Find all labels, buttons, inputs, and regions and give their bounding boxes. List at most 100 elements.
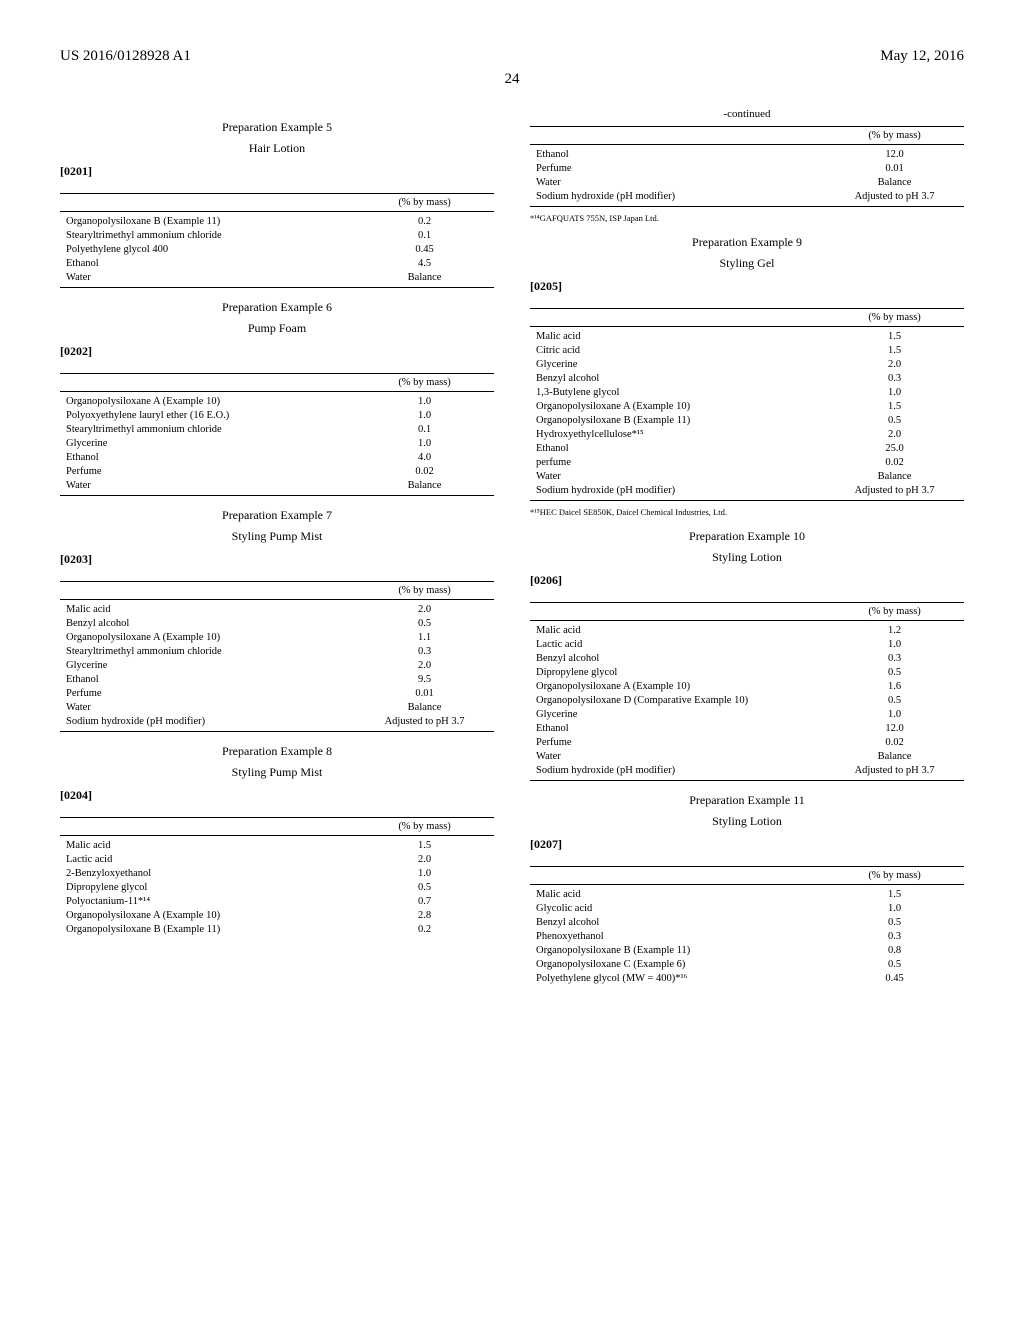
ingredient-cell: Organopolysiloxane A (Example 10) <box>60 631 355 645</box>
ingredient-cell: Benzyl alcohol <box>60 617 355 631</box>
ingredient-cell: Perfume <box>60 687 355 701</box>
ingredient-cell: Organopolysiloxane A (Example 10) <box>60 909 355 923</box>
table-row: Organopolysiloxane A (Example 10)1.1 <box>60 631 494 645</box>
ingredient-cell: Glycerine <box>530 708 825 722</box>
table-row: Polyethylene glycol (MW = 400)*¹⁶0.45 <box>530 972 964 986</box>
table-row: Hydroxyethylcellulose*¹⁵2.0 <box>530 428 964 442</box>
ingredient-cell: Water <box>530 176 825 190</box>
value-cell: 0.01 <box>825 162 964 176</box>
value-cell: 0.5 <box>825 916 964 930</box>
prep-9-sub: Styling Gel <box>530 256 964 271</box>
ingredient-cell: Perfume <box>60 465 355 479</box>
value-cell: 2.0 <box>825 358 964 372</box>
value-cell: 0.3 <box>825 930 964 944</box>
ingredient-cell: Ethanol <box>530 442 825 456</box>
ingredient-cell: Benzyl alcohol <box>530 652 825 666</box>
prep-8-sub: Styling Pump Mist <box>60 765 494 780</box>
value-cell: 1.2 <box>825 621 964 638</box>
prep-9-title: Preparation Example 9 <box>530 235 964 250</box>
value-cell: 0.1 <box>355 229 494 243</box>
prep-8-title: Preparation Example 8 <box>60 744 494 759</box>
ingredient-cell: Glycerine <box>60 659 355 673</box>
value-cell: Adjusted to pH 3.7 <box>825 190 964 207</box>
prep-11-table: (% by mass) Malic acid1.5Glycolic acid1.… <box>530 866 964 986</box>
table-row: Malic acid1.5 <box>530 327 964 344</box>
table-row: Perfume0.02 <box>530 736 964 750</box>
table-row: WaterBalance <box>530 470 964 484</box>
prep-7-section: Preparation Example 7 Styling Pump Mist … <box>60 508 494 732</box>
table-row: Ethanol12.0 <box>530 145 964 162</box>
prep-5-title: Preparation Example 5 <box>60 120 494 135</box>
prep-10-section: Preparation Example 10 Styling Lotion [0… <box>530 529 964 781</box>
table-row: Organopolysiloxane B (Example 11)0.5 <box>530 414 964 428</box>
ingredient-cell: 2-Benzyloxyethanol <box>60 867 355 881</box>
ingredient-cell: Stearyltrimethyl ammonium chloride <box>60 423 355 437</box>
col-header: (% by mass) <box>355 194 494 212</box>
ingredient-cell: Malic acid <box>530 885 825 902</box>
ingredient-cell: Perfume <box>530 162 825 176</box>
value-cell: 1.0 <box>355 392 494 409</box>
value-cell: Balance <box>825 470 964 484</box>
ingredient-cell: Glycolic acid <box>530 902 825 916</box>
value-cell: Balance <box>355 701 494 715</box>
ingredient-cell: Polyoxyethylene lauryl ether (16 E.O.) <box>60 409 355 423</box>
table-row: Organopolysiloxane A (Example 10)2.8 <box>60 909 494 923</box>
value-cell: Adjusted to pH 3.7 <box>825 764 964 781</box>
table-row: 1,3-Butylene glycol1.0 <box>530 386 964 400</box>
value-cell: 2.0 <box>825 428 964 442</box>
table-row: Perfume0.02 <box>60 465 494 479</box>
ingredient-cell: Hydroxyethylcellulose*¹⁵ <box>530 428 825 442</box>
table-row: Sodium hydroxide (pH modifier)Adjusted t… <box>530 484 964 501</box>
table-row: WaterBalance <box>530 750 964 764</box>
ingredient-cell: Ethanol <box>60 451 355 465</box>
table-row: Organopolysiloxane C (Example 6)0.5 <box>530 958 964 972</box>
prep-5-sub: Hair Lotion <box>60 141 494 156</box>
ingredient-cell: Organopolysiloxane B (Example 11) <box>60 923 355 937</box>
value-cell: 0.02 <box>825 456 964 470</box>
value-cell: 4.5 <box>355 257 494 271</box>
value-cell: 1.0 <box>355 867 494 881</box>
value-cell: 0.5 <box>825 666 964 680</box>
col-header: (% by mass) <box>355 374 494 392</box>
ingredient-cell: Stearyltrimethyl ammonium chloride <box>60 229 355 243</box>
ingredient-cell: Organopolysiloxane D (Comparative Exampl… <box>530 694 825 708</box>
table-row: perfume0.02 <box>530 456 964 470</box>
pub-date: May 12, 2016 <box>880 48 964 65</box>
para-0202: [0202] <box>60 344 494 359</box>
prep-8-section: Preparation Example 8 Styling Pump Mist … <box>60 744 494 937</box>
table-row: Organopolysiloxane B (Example 11)0.2 <box>60 212 494 229</box>
table-row: Citric acid1.5 <box>530 344 964 358</box>
ingredient-cell: Sodium hydroxide (pH modifier) <box>530 484 825 501</box>
ingredient-cell: Sodium hydroxide (pH modifier) <box>60 715 355 732</box>
table-row: Organopolysiloxane A (Example 10)1.5 <box>530 400 964 414</box>
value-cell: 0.2 <box>355 212 494 229</box>
ingredient-cell: Lactic acid <box>530 638 825 652</box>
ingredient-cell: Ethanol <box>60 673 355 687</box>
value-cell: 1.5 <box>355 836 494 853</box>
prep-6-table: (% by mass) Organopolysiloxane A (Exampl… <box>60 373 494 496</box>
prep-7-table: (% by mass) Malic acid2.0Benzyl alcohol0… <box>60 581 494 732</box>
footnote-14: *¹⁴GAFQUATS 755N, ISP Japan Ltd. <box>530 213 964 223</box>
table-row: Benzyl alcohol0.5 <box>60 617 494 631</box>
value-cell: 0.2 <box>355 923 494 937</box>
value-cell: 1.0 <box>825 386 964 400</box>
continued-section: -continued (% by mass) Ethanol12.0Perfum… <box>530 108 964 223</box>
table-row: Stearyltrimethyl ammonium chloride0.3 <box>60 645 494 659</box>
value-cell: 1.5 <box>825 327 964 344</box>
ingredient-cell: Organopolysiloxane A (Example 10) <box>60 392 355 409</box>
table-row: Dipropylene glycol0.5 <box>60 881 494 895</box>
table-row: Organopolysiloxane B (Example 11)0.8 <box>530 944 964 958</box>
table-row: Organopolysiloxane B (Example 11)0.2 <box>60 923 494 937</box>
para-0206: [0206] <box>530 573 964 588</box>
table-row: 2-Benzyloxyethanol1.0 <box>60 867 494 881</box>
ingredient-cell: Organopolysiloxane B (Example 11) <box>530 944 825 958</box>
table-row: Glycolic acid1.0 <box>530 902 964 916</box>
ingredient-cell: Polyethylene glycol (MW = 400)*¹⁶ <box>530 972 825 986</box>
prep-6-section: Preparation Example 6 Pump Foam [0202] (… <box>60 300 494 496</box>
table-row: Ethanol25.0 <box>530 442 964 456</box>
table-row: WaterBalance <box>60 271 494 288</box>
table-row: Glycerine1.0 <box>60 437 494 451</box>
table-row: Organopolysiloxane D (Comparative Exampl… <box>530 694 964 708</box>
ingredient-cell: Malic acid <box>60 836 355 853</box>
ingredient-cell: Glycerine <box>530 358 825 372</box>
